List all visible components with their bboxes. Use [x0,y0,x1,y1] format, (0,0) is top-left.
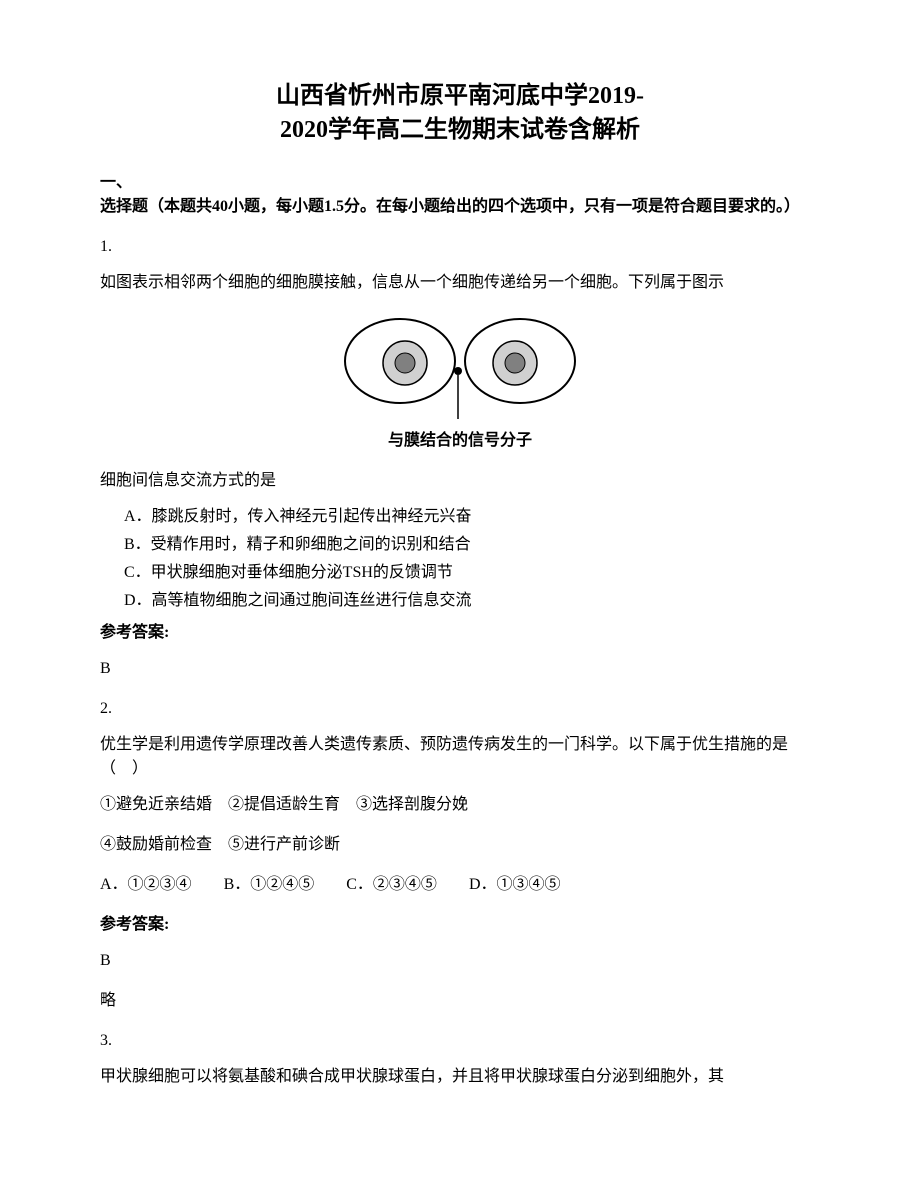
q1-stem-after: 细胞间信息交流方式的是 [100,469,820,493]
q1-number: 1. [100,235,820,259]
q1-figure: 与膜结合的信号分子 [100,311,820,453]
q2-note: 略 [100,989,820,1013]
q2-answer: B [100,949,820,973]
title-line-2: 2020学年高二生物期末试卷含解析 [280,117,640,143]
q2-option-b: B．①②④⑤ [224,876,315,893]
page-title: 山西省忻州市原平南河底中学2019- 2020学年高二生物期末试卷含解析 [100,80,820,147]
q1-option-a: A．膝跳反射时，传入神经元引起传出神经元兴奋 [124,505,820,529]
q2-option-d: D．①③④⑤ [469,876,561,893]
q1-option-d: D．高等植物细胞之间通过胞间连丝进行信息交流 [124,589,820,613]
q1-option-c: C．甲状腺细胞对垂体细胞分泌TSH的反馈调节 [124,561,820,585]
q2-option-a: A．①②③④ [100,876,192,893]
q1-answer: B [100,657,820,681]
figure-caption: 与膜结合的信号分子 [100,429,820,453]
title-line-1: 山西省忻州市原平南河底中学2019- [276,83,644,109]
cell-diagram-svg [330,311,590,421]
q2-stem: 优生学是利用遗传学原理改善人类遗传素质、预防遗传病发生的一门科学。以下属于优生措… [100,733,820,781]
section-instructions: 选择题（本题共40小题，每小题1.5分。在每小题给出的四个选项中，只有一项是符合… [100,198,800,215]
q2-number: 2. [100,697,820,721]
q2-items-line2: ④鼓励婚前检查 ⑤进行产前诊断 [100,833,820,857]
q2-items-line1: ①避免近亲结婚 ②提倡适龄生育 ③选择剖腹分娩 [100,793,820,817]
q3-stem: 甲状腺细胞可以将氨基酸和碘合成甲状腺球蛋白，并且将甲状腺球蛋白分泌到细胞外，其 [100,1065,820,1089]
q2-options-row: A．①②③④ B．①②④⑤ C．②③④⑤ D．①③④⑤ [100,873,820,897]
section-label: 一、 [100,174,132,191]
q1-option-b: B．受精作用时，精子和卵细胞之间的识别和结合 [124,533,820,557]
q2-answer-label: 参考答案: [100,913,820,937]
section-header: 一、 选择题（本题共40小题，每小题1.5分。在每小题给出的四个选项中，只有一项… [100,171,820,219]
q2-option-c: C．②③④⑤ [346,876,437,893]
q1-answer-label: 参考答案: [100,621,820,645]
q1-stem: 如图表示相邻两个细胞的细胞膜接触，信息从一个细胞传递给另一个细胞。下列属于图示 [100,271,820,295]
q3-number: 3. [100,1029,820,1053]
